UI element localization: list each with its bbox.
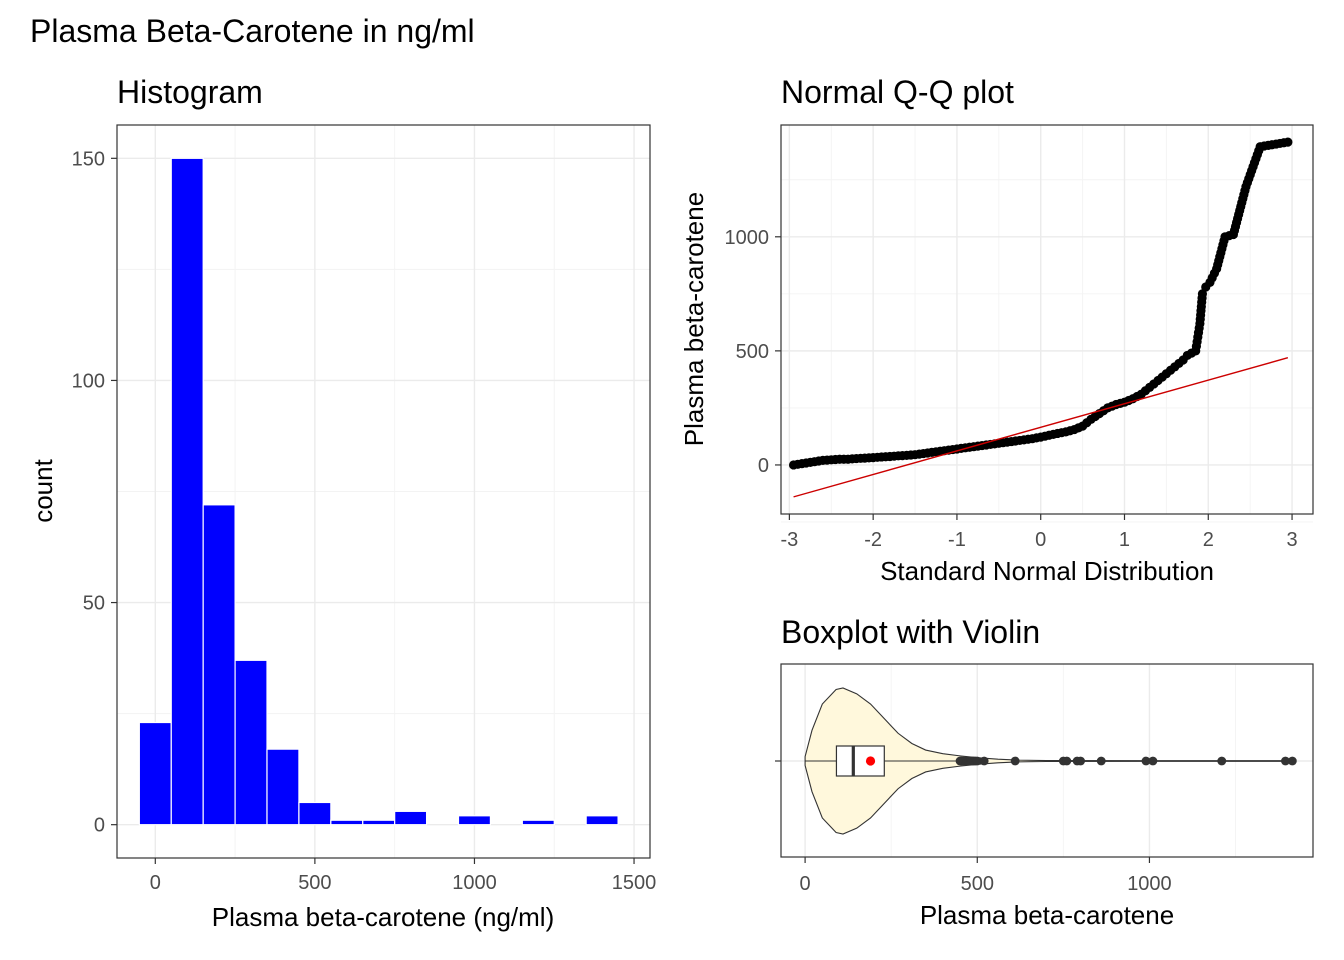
histogram-bar bbox=[521, 819, 555, 826]
histogram-bar bbox=[170, 157, 204, 826]
boxplot-title: Boxplot with Violin bbox=[781, 614, 1040, 650]
histogram-bar bbox=[298, 801, 332, 826]
boxplot-x-tick-label: 0 bbox=[800, 873, 811, 895]
qq-x-tick-label: -1 bbox=[948, 529, 966, 551]
boxplot-chart: Boxplot with Violin 0 500 1000 Plasma beta… bbox=[775, 614, 1314, 930]
histogram-axes: 0 500 1000 1500 0 50 100 150 bbox=[72, 148, 657, 894]
qq-point bbox=[1197, 289, 1208, 299]
boxplot-x-axis-title: Plasma beta-carotene bbox=[920, 900, 1174, 930]
histogram-y-tick-label: 150 bbox=[72, 148, 105, 170]
qq-y-tick-label: 500 bbox=[736, 341, 769, 363]
qq-plot-title: Normal Q-Q plot bbox=[781, 74, 1014, 110]
qq-reference-line bbox=[793, 357, 1289, 498]
histogram-bar bbox=[585, 815, 619, 826]
histogram-bar bbox=[234, 659, 268, 826]
boxplot-outlier-point bbox=[1148, 756, 1158, 766]
histogram-bar bbox=[394, 810, 428, 826]
qq-x-tick-label: -3 bbox=[780, 529, 798, 551]
histogram-x-axis-title: Plasma beta-carotene (ng/ml) bbox=[212, 902, 554, 932]
histogram-y-tick-label: 100 bbox=[72, 370, 105, 392]
histogram-bar bbox=[330, 819, 364, 826]
boxplot-outlier-point bbox=[1287, 756, 1297, 766]
histogram-chart: Histogram 0 500 1000 1500 0 50 100 150 Plasma b… bbox=[28, 74, 656, 932]
boxplot-outlier-point bbox=[1076, 756, 1085, 766]
boxplot-outlier-point bbox=[1281, 756, 1290, 766]
qq-plot-x-axis-title: Standard Normal Distribution bbox=[880, 556, 1214, 586]
histogram-y-tick-label: 50 bbox=[83, 593, 105, 615]
boxplot-outlier-point bbox=[1096, 756, 1106, 766]
boxplot-iqr-box bbox=[835, 745, 885, 777]
histogram-y-axis-title: count bbox=[28, 458, 58, 522]
qq-x-tick-label: -2 bbox=[864, 529, 882, 551]
histogram-x-tick-label: 1500 bbox=[612, 872, 657, 894]
qq-x-tick-label: 3 bbox=[1286, 529, 1297, 551]
boxplot-outlier-point bbox=[972, 756, 982, 766]
boxplot-axes: 0 500 1000 bbox=[775, 760, 1172, 895]
boxplot-outlier-point bbox=[1062, 756, 1072, 766]
boxplot-outliers bbox=[955, 756, 1297, 766]
qq-plot-chart: Normal Q-Q plot -3 -2 -1 0 1 2 3 0 500 1000 Stand… bbox=[679, 74, 1314, 586]
qq-plot-points bbox=[788, 137, 1293, 470]
qq-x-tick-label: 1 bbox=[1119, 529, 1130, 551]
qq-point bbox=[1283, 137, 1293, 147]
boxplot-mean-point bbox=[865, 756, 876, 766]
boxplot-x-tick-label: 1000 bbox=[1127, 873, 1172, 895]
qq-plot-axes: -3 -2 -1 0 1 2 3 0 500 1000 bbox=[725, 227, 1298, 551]
histogram-bar bbox=[266, 748, 300, 826]
boxplot-outlier-point bbox=[1217, 756, 1227, 766]
boxplot-outlier-point bbox=[1010, 756, 1020, 766]
qq-y-tick-label: 1000 bbox=[725, 227, 770, 249]
histogram-bar bbox=[457, 815, 492, 826]
boxplot-x-tick-label: 500 bbox=[961, 873, 994, 895]
boxplot-box bbox=[805, 745, 957, 777]
histogram-y-tick-label: 0 bbox=[94, 815, 105, 837]
histogram-bar bbox=[138, 721, 172, 826]
histogram-bar bbox=[202, 504, 236, 826]
qq-x-tick-label: 2 bbox=[1203, 529, 1214, 551]
histogram-x-tick-label: 1000 bbox=[452, 872, 497, 894]
figure-title: Plasma Beta-Carotene in ng/ml bbox=[30, 13, 475, 49]
qq-y-tick-label: 0 bbox=[758, 455, 769, 477]
boxplot-outlier-point bbox=[979, 756, 989, 766]
histogram-bar bbox=[362, 819, 396, 826]
histogram-x-tick-label: 500 bbox=[298, 872, 331, 894]
histogram-title: Histogram bbox=[117, 74, 263, 110]
boxplot-outlier-point bbox=[1141, 756, 1151, 766]
histogram-bars bbox=[138, 157, 619, 826]
histogram-x-tick-label: 0 bbox=[150, 872, 161, 894]
qq-plot-panel-border bbox=[780, 124, 1314, 515]
qq-plot-y-axis-title: Plasma beta-carotene bbox=[679, 192, 709, 446]
qq-x-tick-label: 0 bbox=[1035, 529, 1046, 551]
histogram-panel-border bbox=[116, 124, 651, 859]
